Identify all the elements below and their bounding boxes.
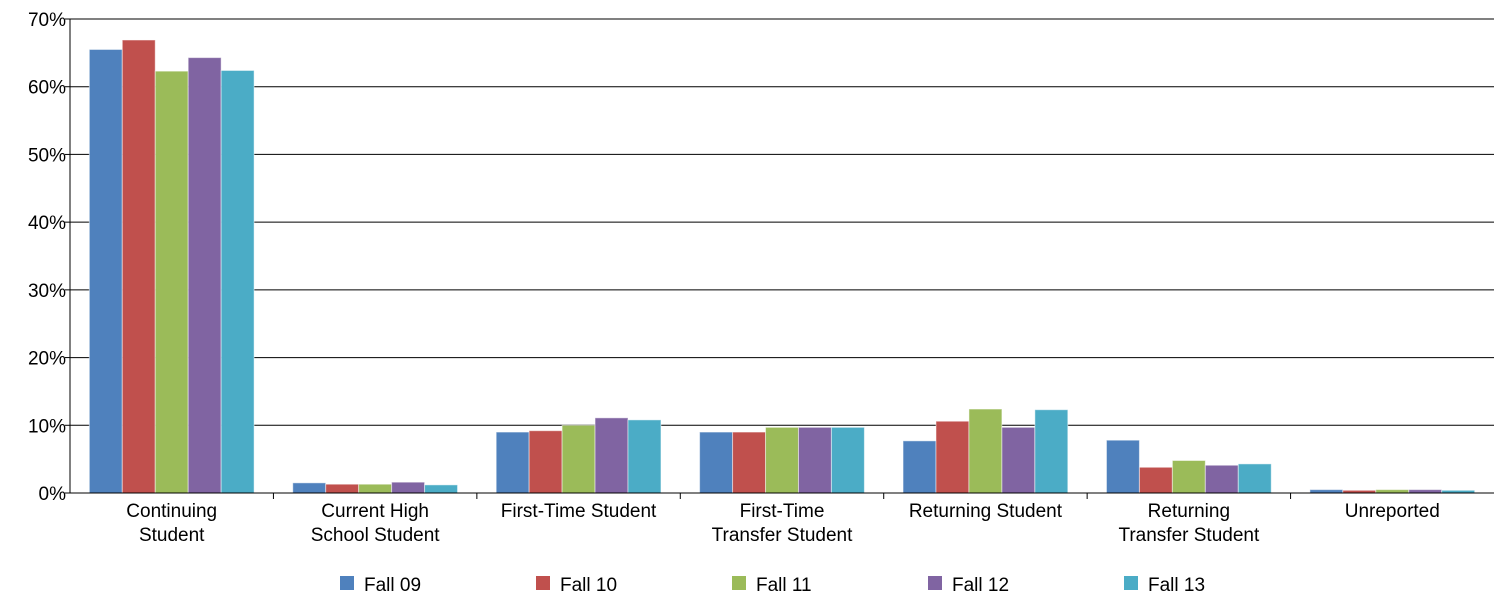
bar (1408, 489, 1443, 494)
legend-swatch (536, 576, 550, 590)
y-tick-label: 30% (28, 281, 66, 302)
bar (187, 57, 222, 494)
bar (1171, 459, 1206, 494)
y-tick-label: 60% (28, 78, 66, 99)
x-tick-label: Unreported (1345, 501, 1440, 522)
bar (528, 430, 563, 494)
bar (424, 484, 459, 494)
bar (1237, 463, 1272, 494)
bar (830, 426, 865, 494)
x-tick-label: First-Time Student (501, 501, 657, 522)
bar (154, 70, 189, 494)
bar (732, 431, 767, 494)
legend-swatch (340, 576, 354, 590)
bar (1204, 464, 1239, 494)
x-tick-label: Current High School Student (311, 501, 441, 546)
bar (325, 483, 360, 494)
bar (88, 48, 123, 494)
x-tick-label: Returning Student (909, 501, 1063, 522)
bar (594, 417, 629, 494)
y-tick-label: 0% (39, 484, 67, 505)
bar (797, 426, 832, 494)
legend-label: Fall 10 (560, 575, 617, 596)
bar (391, 481, 426, 494)
bar (968, 408, 1003, 494)
bar (902, 440, 937, 494)
legend-label: Fall 11 (756, 575, 812, 596)
y-tick-label: 50% (28, 145, 66, 166)
bar (121, 39, 156, 494)
bar (292, 482, 327, 494)
bar (935, 420, 970, 494)
x-tick-label: Continuing Student (126, 501, 217, 546)
bar (1001, 426, 1036, 494)
bar (1105, 439, 1140, 494)
x-tick-label: Returning Transfer Student (1118, 501, 1260, 546)
legend-swatch (732, 576, 746, 590)
legend-label: Fall 13 (1148, 575, 1205, 596)
bar (1034, 409, 1069, 494)
y-tick-label: 40% (28, 213, 66, 234)
legend-label: Fall 09 (364, 575, 421, 596)
bar (627, 419, 662, 494)
bar (1138, 466, 1173, 494)
legend-swatch (1124, 576, 1138, 590)
bar (561, 424, 596, 494)
bar (765, 426, 799, 494)
bar (1309, 489, 1344, 494)
y-tick-label: 10% (28, 416, 66, 437)
bar (495, 431, 530, 494)
bar (699, 431, 734, 494)
bar (220, 69, 255, 494)
y-tick-label: 20% (28, 349, 66, 370)
bar (358, 483, 393, 494)
x-tick-label: First-Time Transfer Student (712, 501, 854, 546)
bar (1375, 489, 1410, 494)
legend-label: Fall 12 (952, 575, 1009, 596)
legend-swatch (928, 576, 942, 590)
y-tick-label: 70% (28, 10, 66, 31)
